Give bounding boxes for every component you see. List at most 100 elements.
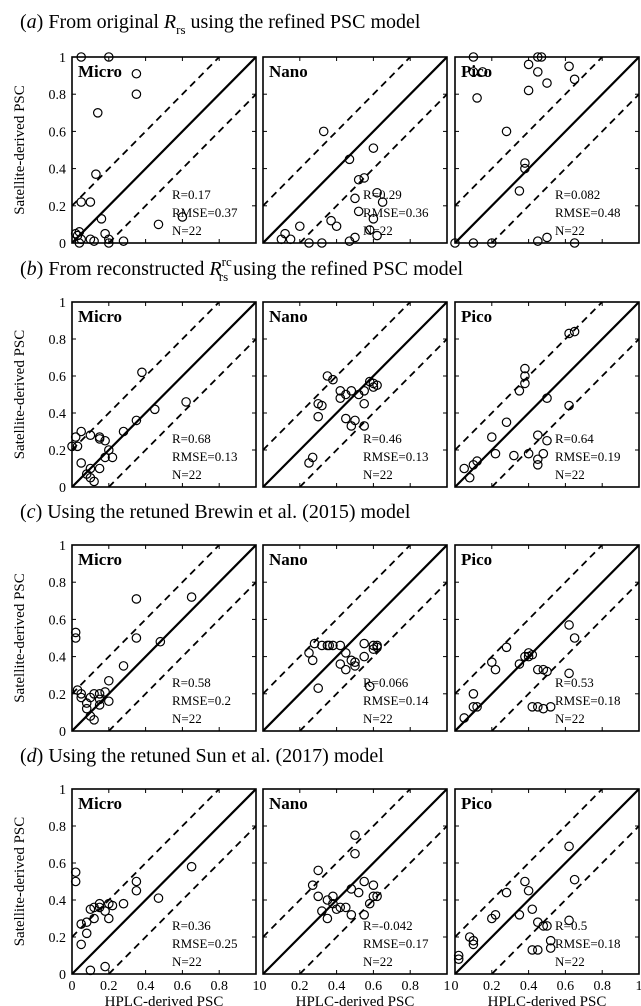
data-point: [97, 215, 105, 223]
y-tick-label: 0.8: [49, 88, 67, 103]
stat-label: N=22: [363, 711, 393, 726]
panel-label: Pico: [461, 794, 492, 813]
y-tick-label: 0.8: [49, 576, 67, 591]
x-tick-label: 0.6: [365, 979, 383, 994]
stat-label: N=22: [172, 954, 202, 969]
data-point: [502, 418, 510, 426]
data-point: [138, 368, 146, 376]
stat-label: N=22: [363, 223, 393, 238]
data-point: [360, 400, 368, 408]
data-point: [534, 461, 542, 469]
panel-label: Nano: [269, 550, 308, 569]
data-point: [570, 875, 578, 883]
lower-bound-line: [300, 582, 447, 731]
panel-label: Pico: [461, 62, 492, 81]
data-point: [314, 892, 322, 900]
data-point: [119, 662, 127, 670]
row-title: (c) Using the retuned Brewin et al. (201…: [20, 501, 411, 523]
stat-label: N=22: [555, 711, 585, 726]
data-point: [132, 887, 140, 895]
stat-label: N=22: [555, 954, 585, 969]
data-point: [105, 677, 113, 685]
data-point: [92, 170, 100, 178]
y-tick-label: 0.2: [49, 200, 67, 215]
data-point: [534, 237, 542, 245]
data-point: [360, 652, 368, 660]
y-tick-label: 0: [59, 968, 66, 983]
stat-label: N=22: [172, 223, 202, 238]
stat-label: RMSE=0.2: [172, 693, 231, 708]
data-point: [543, 437, 551, 445]
y-axis-label: Satellite-derived PSC: [12, 817, 28, 947]
x-tick-label: 0.2: [291, 979, 309, 994]
data-point: [187, 593, 195, 601]
data-point: [543, 79, 551, 87]
data-point: [187, 863, 195, 871]
data-point: [543, 233, 551, 241]
stat-label: RMSE=0.17: [363, 936, 429, 951]
data-point: [101, 962, 109, 970]
y-tick-label: 1: [59, 783, 66, 798]
x-axis-label: HPLC-derived PSC: [488, 994, 607, 1006]
stat-label: R=0.46: [363, 431, 402, 446]
x-tick-label: 0.6: [557, 979, 575, 994]
x-axis-label: HPLC-derived PSC: [105, 994, 224, 1006]
stat-label: R=0.36: [172, 918, 211, 933]
data-point: [332, 222, 340, 230]
data-point: [354, 888, 362, 896]
data-point: [77, 940, 85, 948]
stat-label: RMSE=0.18: [555, 693, 620, 708]
y-tick-label: 0.4: [49, 894, 67, 909]
data-point: [539, 450, 547, 458]
data-point: [119, 237, 127, 245]
x-tick-label: 1: [636, 979, 641, 994]
data-point: [354, 207, 362, 215]
data-point: [132, 595, 140, 603]
stat-label: N=22: [555, 467, 585, 482]
x-tick-label: 0.4: [137, 979, 155, 994]
y-tick-label: 0: [59, 237, 66, 252]
data-point: [314, 866, 322, 874]
data-point: [342, 903, 350, 911]
data-point: [351, 850, 359, 858]
lower-bound-line: [492, 582, 639, 731]
panel-micro: MicroR=0.58RMSE=0.2N=22: [71, 545, 256, 731]
stat-label: RMSE=0.18: [555, 936, 620, 951]
data-point: [515, 187, 523, 195]
data-point: [296, 222, 304, 230]
panel-label: Nano: [269, 307, 308, 326]
stat-label: RMSE=0.37: [172, 205, 238, 220]
panel-nano: NanoR=0.066RMSE=0.14N=22: [263, 545, 447, 731]
row-title: (b) From reconstructed Rrc rs using the r…: [20, 254, 464, 284]
data-point: [528, 905, 536, 913]
y-tick-label: 0.4: [49, 651, 67, 666]
lower-bound-line: [492, 94, 639, 243]
stat-label: N=22: [172, 467, 202, 482]
data-point: [154, 894, 162, 902]
x-tick-label: 1: [253, 979, 260, 994]
data-point: [502, 643, 510, 651]
data-point: [369, 144, 377, 152]
panel-nano: NanoR=0.46RMSE=0.13N=22: [263, 302, 447, 487]
y-tick-label: 0.2: [49, 931, 67, 946]
data-point: [119, 900, 127, 908]
y-tick-label: 0.6: [49, 857, 67, 872]
data-point: [101, 688, 109, 696]
data-point: [491, 665, 499, 673]
data-point: [336, 660, 344, 668]
x-tick-label: 1: [444, 979, 451, 994]
y-tick-label: 0.6: [49, 370, 67, 385]
y-tick-label: 0.6: [49, 125, 67, 140]
stat-label: R=-0.042: [363, 918, 413, 933]
stat-label: RMSE=0.19: [555, 449, 620, 464]
data-point: [83, 929, 91, 937]
data-point: [466, 474, 474, 482]
data-point: [351, 831, 359, 839]
data-point: [323, 914, 331, 922]
lower-bound-line: [300, 94, 447, 243]
y-tick-label: 0: [59, 725, 66, 740]
x-tick-label: 0.4: [520, 979, 538, 994]
panel-pico: PicoR=0.082RMSE=0.48N=22: [451, 53, 639, 247]
data-point: [515, 387, 523, 395]
y-tick-label: 0.4: [49, 163, 67, 178]
